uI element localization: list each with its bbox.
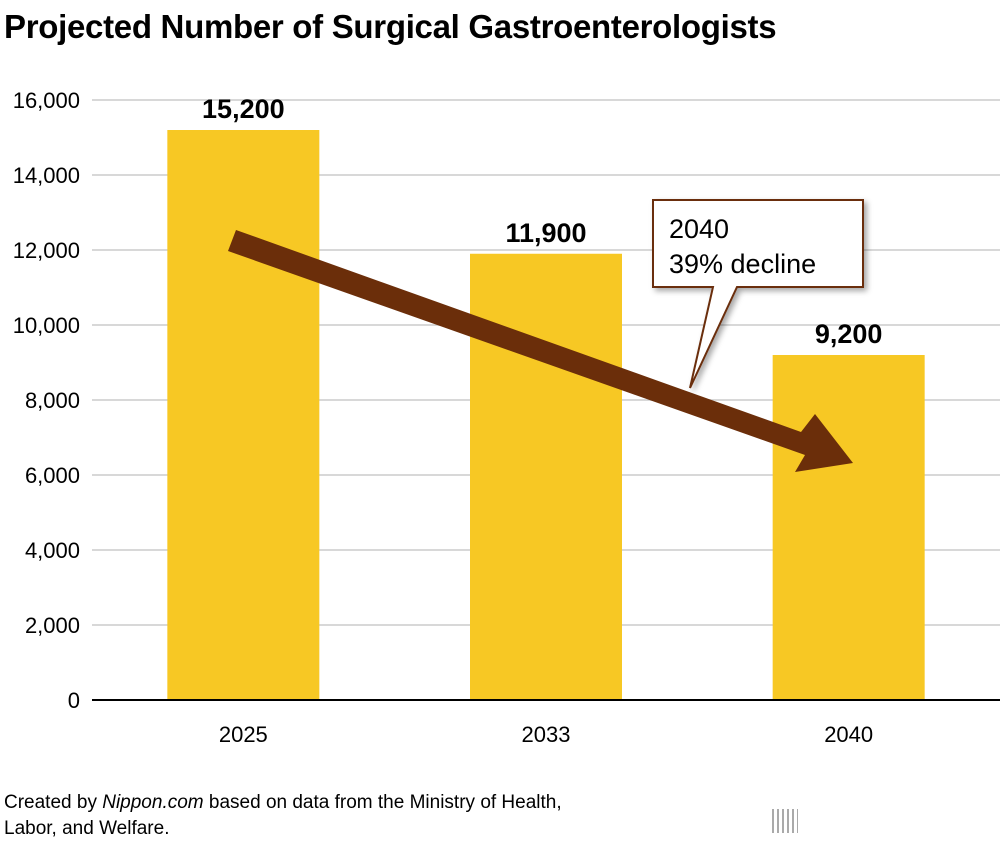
y-tick-label: 0 [68,688,80,713]
y-tick-label: 8,000 [25,388,80,413]
x-tick-label: 2040 [824,722,873,747]
source-suffix: based on data from the Ministry of Healt… [203,792,562,813]
callout-line2: 39% decline [669,249,816,279]
trend-arrow [228,230,853,472]
callout-line1: 2040 [669,214,729,244]
nippon-logo: nippon.com [772,800,1000,844]
y-tick-label: 2,000 [25,613,80,638]
logo-bars-icon [772,809,798,833]
y-tick-label: 16,000 [13,88,80,113]
y-tick-label: 6,000 [25,463,80,488]
data-label: 15,200 [202,94,285,124]
x-tick-label: 2033 [522,722,571,747]
bar-2033 [470,253,622,700]
source-line2: Labor, and Welfare. [4,818,170,839]
y-tick-label: 12,000 [13,238,80,263]
data-label: 11,900 [505,218,586,248]
bar-2040 [772,355,925,700]
y-tick-label: 4,000 [25,538,80,563]
source-site: Nippon.com [102,792,204,813]
bar-2025 [167,130,320,700]
logo-text: nippon [772,839,898,844]
y-tick-label: 10,000 [13,313,80,338]
chart-title: Projected Number of Surgical Gastroenter… [4,8,777,45]
source-prefix: Created by [4,792,103,813]
logo-dot: . [897,839,908,844]
y-tick-label: 14,000 [13,163,80,188]
callout-box [652,199,864,389]
data-label: 9,200 [815,319,883,349]
bar-chart: 0 2,000 4,000 6,000 8,000 10,000 12,000 14,000 1… [13,88,1000,747]
source-note: Created by Nippon.com based on data from… [4,790,562,842]
logo-com: com [907,839,976,844]
x-tick-label: 2025 [219,722,268,747]
